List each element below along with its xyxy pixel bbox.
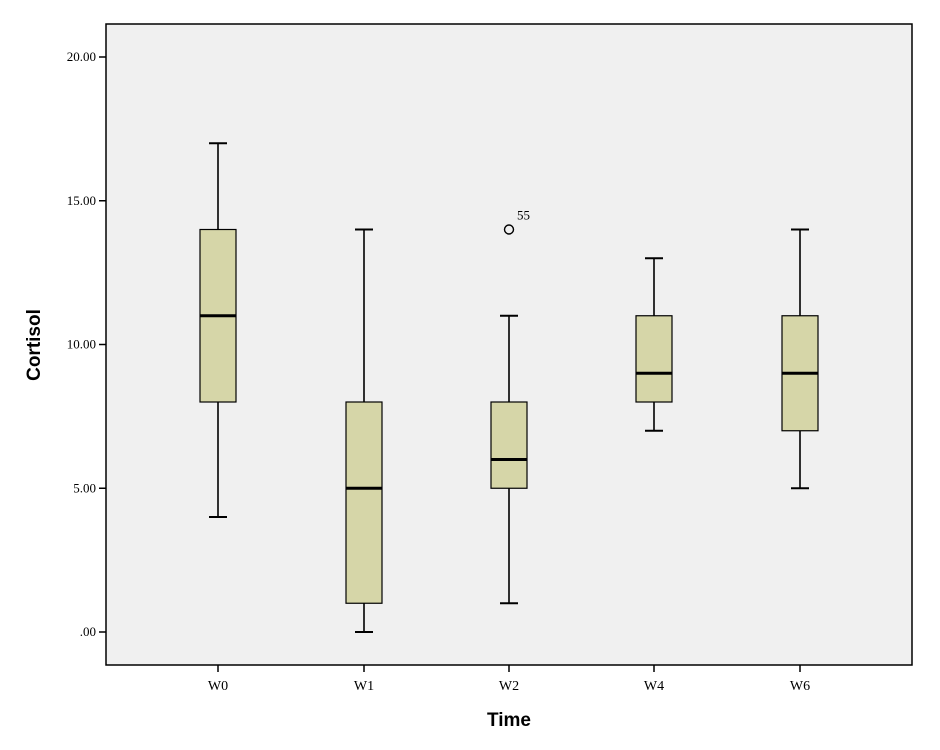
y-tick-label: .00	[80, 624, 96, 639]
x-tick-label: W1	[354, 679, 374, 694]
box-w6	[781, 228, 819, 490]
x-axis-title: Time	[487, 710, 531, 731]
iqr-box	[490, 401, 528, 489]
x-tick-label: W6	[790, 679, 810, 694]
y-tick-label: 20.00	[67, 49, 96, 64]
y-tick-label: 5.00	[73, 480, 96, 495]
y-tick-label: 15.00	[67, 193, 96, 208]
box-w4	[635, 257, 673, 432]
iqr-box	[345, 401, 383, 604]
y-axis: .00 5.00 10.00 15.00 20.00	[67, 49, 106, 639]
iqr-box	[635, 315, 673, 403]
outlier-point	[503, 224, 515, 235]
box-series: 55	[199, 142, 819, 633]
y-tick-label: 10.00	[67, 337, 96, 352]
box-w0	[199, 142, 237, 518]
x-tick-label: W4	[644, 679, 664, 694]
box-w1	[345, 228, 383, 633]
x-axis: W0 W1 W2 W4 W6	[208, 665, 810, 694]
outlier-label: 55	[517, 208, 530, 223]
x-tick-label: W0	[208, 679, 228, 694]
y-axis-title: Cortisol	[24, 309, 45, 381]
x-tick-label: W2	[499, 679, 519, 694]
box-w2: 55	[490, 208, 530, 605]
